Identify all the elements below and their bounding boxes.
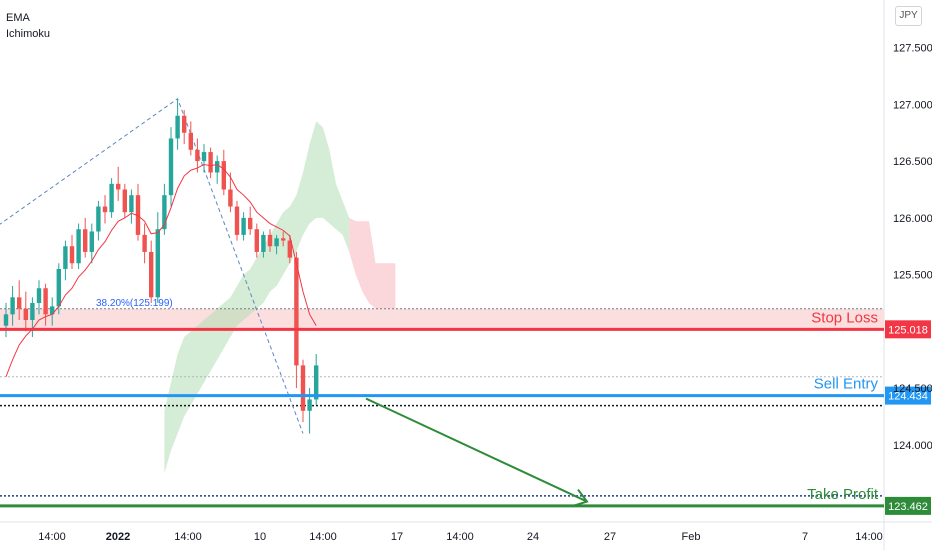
- candle-body: [109, 183, 114, 213]
- candle-body: [221, 161, 226, 190]
- candle-body: [135, 195, 141, 235]
- ichimoku-indicator-label[interactable]: Ichimoku: [6, 28, 51, 40]
- x-tick-label: 27: [604, 531, 616, 543]
- x-tick-label: 7: [802, 531, 808, 543]
- x-tick-label: 14:00: [38, 531, 66, 543]
- candle-body: [36, 288, 42, 303]
- candle-body: [248, 217, 253, 230]
- candle-body: [129, 195, 134, 213]
- candle-body: [116, 183, 121, 190]
- stop-loss-zone: [0, 308, 884, 330]
- ichimoku-cloud-bearish: [349, 217, 396, 309]
- y-tick-label: 126.000: [893, 213, 932, 225]
- x-tick-label: Feb: [682, 531, 701, 543]
- candle-body: [274, 238, 279, 247]
- candle-body: [168, 138, 174, 196]
- y-tick-label: 124.000: [893, 440, 932, 452]
- candle-body: [89, 231, 94, 252]
- y-tick-label: 127.500: [893, 43, 932, 55]
- candle-body: [267, 234, 273, 247]
- candle-body: [50, 306, 55, 315]
- price-axis[interactable]: [884, 0, 932, 550]
- candle-body: [102, 206, 108, 213]
- candle-body: [96, 206, 101, 232]
- candle-body: [83, 229, 88, 252]
- candle-body: [69, 246, 75, 264]
- x-tick-label: 14:00: [855, 531, 883, 543]
- ema-indicator-label[interactable]: EMA: [6, 12, 30, 24]
- x-tick-label: 24: [527, 531, 539, 543]
- x-tick-label: 14:00: [174, 531, 202, 543]
- candle-body: [76, 229, 81, 264]
- y-tick-label: 126.500: [893, 156, 932, 168]
- candle-body: [261, 234, 266, 252]
- candle-body: [122, 189, 127, 213]
- x-tick-label: 14:00: [446, 531, 474, 543]
- sell-entry-price-tag: [885, 386, 931, 405]
- candle-body: [3, 314, 9, 326]
- candle-body: [254, 229, 259, 252]
- candle-body: [142, 234, 147, 252]
- fib-label: 38.20%(125.199): [96, 298, 173, 309]
- candle-body: [149, 251, 154, 298]
- candle-body: [234, 206, 240, 235]
- candle-body: [30, 302, 35, 321]
- x-tick-label: 10: [254, 531, 266, 543]
- candle-body: [307, 399, 312, 411]
- stop-loss-label: Stop Loss: [811, 309, 878, 326]
- take-profit-price-label: 123.462: [888, 501, 928, 513]
- candle-body: [195, 149, 200, 162]
- stop-loss-price-tag: [885, 320, 931, 339]
- candle-body: [155, 229, 160, 298]
- y-tick-label: 127.000: [893, 99, 932, 111]
- stop-loss-price-label: 125.018: [888, 324, 928, 336]
- candle-body: [23, 308, 28, 321]
- candle-body: [294, 257, 299, 366]
- candle-body: [63, 246, 68, 269]
- candle-body: [17, 297, 22, 309]
- candle-body: [228, 189, 233, 207]
- candle-body: [162, 195, 167, 230]
- x-tick-label: 2022: [106, 531, 130, 543]
- target-arrow-head: [573, 488, 589, 507]
- currency-button[interactable]: JPY: [895, 6, 922, 26]
- sell-entry-price-label: 124.434: [888, 391, 928, 403]
- sell-entry-label: Sell Entry: [814, 376, 879, 393]
- x-tick-label: 17: [391, 531, 403, 543]
- candle-body: [208, 152, 213, 173]
- candle-body: [201, 152, 207, 162]
- y-tick-label: 125.500: [893, 270, 932, 282]
- y-tick-label: 124.500: [893, 383, 932, 395]
- candle-body: [175, 115, 180, 139]
- candle-body: [314, 365, 319, 400]
- candle-body: [56, 268, 61, 307]
- take-profit-price-tag: [885, 496, 931, 515]
- candle-body: [43, 288, 48, 315]
- candle-body: [241, 217, 246, 235]
- candle-body: [188, 132, 193, 150]
- candle-body: [182, 115, 187, 133]
- ichimoku-cloud-bullish: [164, 121, 350, 474]
- target-arrow-line: [365, 397, 588, 503]
- x-tick-label: 14:00: [309, 531, 337, 543]
- ema-line: [5, 164, 317, 377]
- candle-body: [300, 365, 306, 411]
- candle-body: [215, 161, 220, 173]
- candle-body: [281, 238, 286, 241]
- take-profit-label: Take Profit: [807, 486, 879, 503]
- candle-body: [10, 297, 15, 315]
- candle-body: [287, 240, 292, 258]
